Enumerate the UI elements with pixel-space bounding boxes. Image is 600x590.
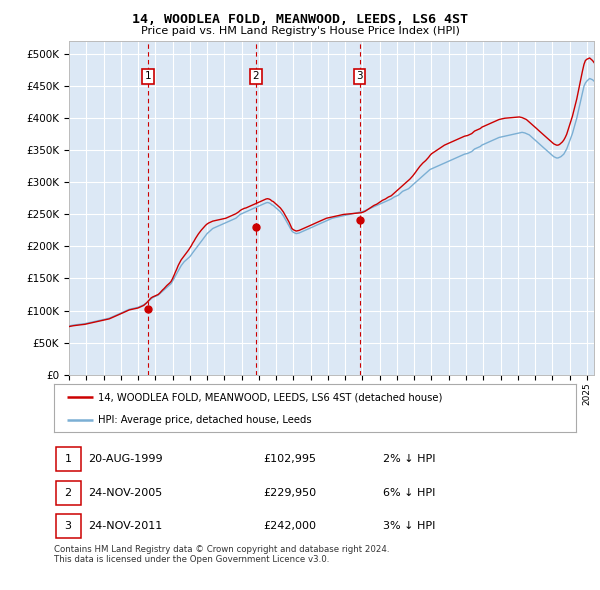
Text: 2: 2 (65, 488, 71, 498)
Text: 3: 3 (65, 522, 71, 532)
FancyBboxPatch shape (56, 447, 80, 471)
Text: £242,000: £242,000 (263, 522, 316, 532)
Text: 3% ↓ HPI: 3% ↓ HPI (383, 522, 435, 532)
Text: 6% ↓ HPI: 6% ↓ HPI (383, 488, 435, 498)
FancyBboxPatch shape (56, 481, 80, 505)
Text: 1: 1 (145, 71, 151, 81)
Text: 2% ↓ HPI: 2% ↓ HPI (383, 454, 436, 464)
Text: 24-NOV-2005: 24-NOV-2005 (88, 488, 162, 498)
Text: 1: 1 (65, 454, 71, 464)
Text: 3: 3 (356, 71, 363, 81)
Text: 14, WOODLEA FOLD, MEANWOOD, LEEDS, LS6 4ST: 14, WOODLEA FOLD, MEANWOOD, LEEDS, LS6 4… (132, 13, 468, 26)
Text: £229,950: £229,950 (263, 488, 316, 498)
Text: 24-NOV-2011: 24-NOV-2011 (88, 522, 162, 532)
Text: 2: 2 (253, 71, 259, 81)
Text: Price paid vs. HM Land Registry's House Price Index (HPI): Price paid vs. HM Land Registry's House … (140, 26, 460, 36)
FancyBboxPatch shape (56, 514, 80, 539)
Text: £102,995: £102,995 (263, 454, 316, 464)
Text: HPI: Average price, detached house, Leeds: HPI: Average price, detached house, Leed… (98, 415, 312, 425)
Text: 20-AUG-1999: 20-AUG-1999 (88, 454, 163, 464)
Text: 14, WOODLEA FOLD, MEANWOOD, LEEDS, LS6 4ST (detached house): 14, WOODLEA FOLD, MEANWOOD, LEEDS, LS6 4… (98, 392, 443, 402)
Text: Contains HM Land Registry data © Crown copyright and database right 2024.
This d: Contains HM Land Registry data © Crown c… (54, 545, 389, 564)
